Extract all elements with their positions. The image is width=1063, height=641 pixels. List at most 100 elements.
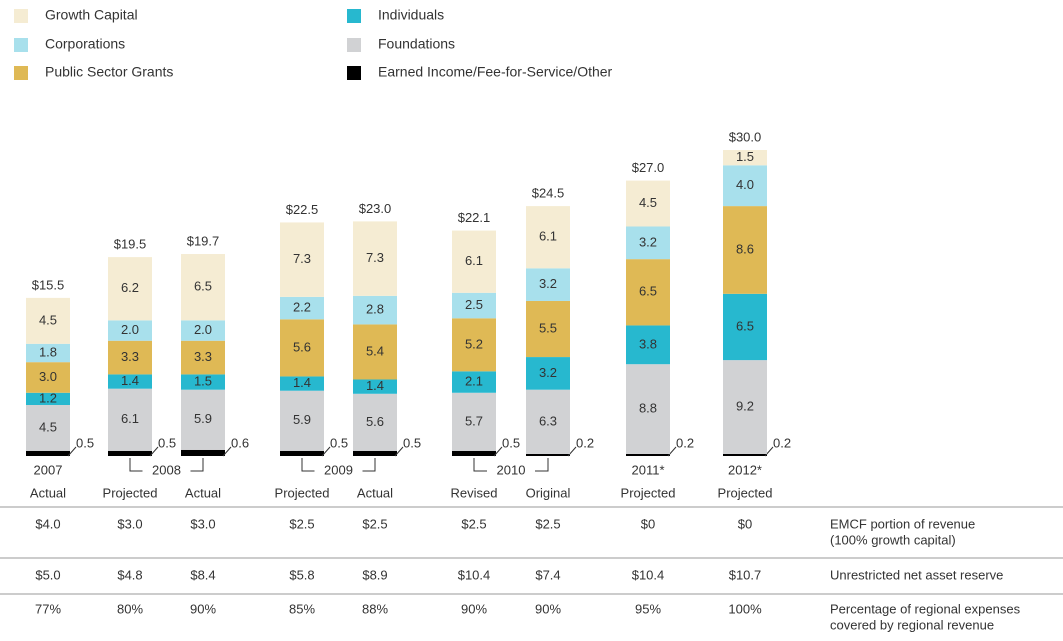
- data-label: 1.4: [121, 373, 139, 388]
- category-label: Actual: [357, 485, 393, 500]
- bar-segment: [723, 453, 767, 456]
- data-label: 5.4: [366, 343, 384, 358]
- data-label: 5.5: [539, 320, 557, 335]
- data-label: 5.6: [293, 339, 311, 354]
- data-label: 0.5: [502, 435, 520, 450]
- data-label: 6.3: [539, 413, 557, 428]
- total-label: $15.5: [32, 277, 65, 292]
- legend-swatch: [14, 66, 28, 80]
- bar-segment: [108, 450, 152, 456]
- table-cell: 85%: [289, 601, 315, 616]
- data-label: 0.5: [76, 435, 94, 450]
- data-label: 6.5: [736, 318, 754, 333]
- data-label: 6.1: [465, 253, 483, 268]
- table-cell: $2.5: [535, 516, 560, 531]
- total-label: $27.0: [632, 160, 665, 175]
- data-label: 5.6: [366, 414, 384, 429]
- bar-segment: [526, 300, 570, 358]
- table-cell: $5.0: [35, 567, 60, 582]
- data-label: 0.5: [330, 435, 348, 450]
- year-label: 2008: [152, 462, 181, 477]
- data-label: 1.4: [293, 375, 311, 390]
- bar-segment: [26, 450, 70, 456]
- data-label: 6.1: [539, 229, 557, 244]
- bar-segment: [353, 221, 397, 296]
- bar-segment: [526, 357, 570, 390]
- bar-segment: [181, 389, 225, 450]
- bar-segment: [723, 293, 767, 361]
- bar-segment: [723, 360, 767, 454]
- bar-segment: [526, 268, 570, 301]
- bar-segment: [452, 371, 496, 393]
- table-cell: 90%: [535, 601, 561, 616]
- bar-segment: [626, 364, 670, 454]
- row-label: (100% growth capital): [830, 532, 956, 547]
- category-label: Projected: [275, 485, 330, 500]
- data-label: 6.2: [121, 280, 139, 295]
- leader-line: [394, 446, 404, 457]
- bar-segment: [452, 318, 496, 372]
- bar-segment: [626, 325, 670, 365]
- data-label: 5.2: [465, 336, 483, 351]
- table-cell: 90%: [190, 601, 216, 616]
- leader-line: [67, 446, 77, 457]
- data-label: 9.2: [736, 398, 754, 413]
- bar-segment: [626, 453, 670, 456]
- data-label: 5.7: [465, 413, 483, 428]
- data-label: 3.3: [194, 349, 212, 364]
- category-label: Original: [526, 485, 571, 500]
- year-bracket: [190, 458, 204, 472]
- table-cell: 95%: [635, 601, 661, 616]
- data-label: 3.2: [539, 276, 557, 291]
- data-label: 5.9: [293, 412, 311, 427]
- bar-segment: [108, 320, 152, 341]
- data-label: 3.8: [639, 336, 657, 351]
- leader-line: [493, 446, 503, 457]
- data-label: 4.0: [736, 177, 754, 192]
- total-label: $24.5: [532, 186, 565, 201]
- data-label: 0.2: [676, 435, 694, 450]
- leader-line: [764, 446, 774, 457]
- bar-segment: [353, 393, 397, 451]
- year-bracket: [301, 458, 315, 472]
- bar-segment: [181, 254, 225, 321]
- table-cell: $3.0: [117, 516, 142, 531]
- bar-segment: [181, 340, 225, 375]
- table-cell: $2.5: [289, 516, 314, 531]
- bar-segment: [280, 390, 324, 451]
- bar-segment: [108, 257, 152, 321]
- bar-segment: [181, 449, 225, 456]
- total-label: $22.5: [286, 202, 319, 217]
- bar-segment: [723, 165, 767, 207]
- bar-segment: [280, 222, 324, 297]
- category-label: Actual: [30, 485, 66, 500]
- legend-label: Foundations: [378, 36, 455, 52]
- bar-segment: [452, 450, 496, 456]
- bar-segment: [526, 453, 570, 456]
- data-label: 0.5: [403, 435, 421, 450]
- bar-segment: [26, 392, 70, 405]
- bar-segment: [353, 324, 397, 380]
- leader-line: [567, 446, 577, 457]
- row-label: covered by regional revenue: [830, 617, 994, 632]
- data-label: 7.3: [293, 251, 311, 266]
- year-bracket: [535, 458, 549, 472]
- data-label: 3.2: [639, 234, 657, 249]
- total-label: $22.1: [458, 210, 491, 225]
- bar-segment: [526, 206, 570, 269]
- total-label: $19.7: [187, 233, 220, 248]
- row-label: EMCF portion of revenue: [830, 516, 975, 531]
- bar-segment: [626, 180, 670, 227]
- bar-segment: [26, 297, 70, 344]
- category-label: Projected: [718, 485, 773, 500]
- bar-segment: [280, 376, 324, 391]
- table-cell: $8.4: [190, 567, 215, 582]
- row-label: Unrestricted net asset reserve: [830, 567, 1003, 582]
- leader-line: [222, 446, 232, 457]
- data-label: 8.6: [736, 241, 754, 256]
- year-label: 2011*: [631, 462, 664, 477]
- bar-segment: [353, 379, 397, 394]
- bar-segment: [280, 319, 324, 377]
- data-label: 2.1: [465, 373, 483, 388]
